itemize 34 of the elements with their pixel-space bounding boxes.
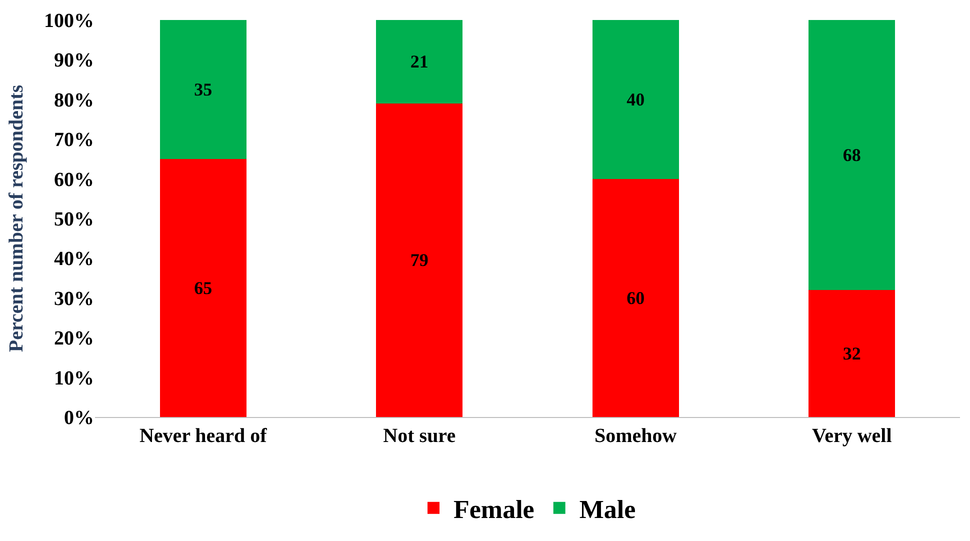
- y-tick-label: 70%: [54, 129, 94, 152]
- y-tick-label: 30%: [54, 288, 94, 310]
- bar: [376, 20, 463, 104]
- y-tick-label: 40%: [54, 248, 94, 270]
- legend-label: Male: [579, 495, 636, 524]
- x-tick-label: Somehow: [594, 425, 678, 447]
- bar: [160, 20, 246, 159]
- bar: [808, 290, 896, 417]
- bar: [376, 103, 463, 417]
- data-label: 60: [626, 288, 645, 308]
- data-label: 79: [410, 250, 428, 270]
- data-label: 32: [842, 343, 861, 364]
- y-tick-label: 0%: [64, 407, 94, 429]
- data-label: 65: [194, 278, 212, 298]
- data-label: 35: [194, 79, 212, 100]
- y-tick-label: 50%: [54, 208, 94, 230]
- legend-label: Female: [454, 495, 534, 524]
- y-axis-title: Percent number of respondents: [6, 84, 28, 352]
- data-label: 68: [842, 144, 861, 165]
- bar: [808, 20, 896, 290]
- x-tick-label: Never heard of: [139, 425, 268, 447]
- bar: [592, 20, 679, 179]
- x-tick-label: Not sure: [383, 425, 456, 447]
- x-tick-label: Very well: [812, 425, 892, 447]
- data-label: 40: [626, 89, 645, 110]
- y-tick-label: 60%: [54, 168, 94, 191]
- bar: [160, 158, 246, 417]
- y-tick-label: 20%: [54, 328, 94, 350]
- y-tick-label: 10%: [54, 367, 94, 390]
- y-tick-label: 80%: [54, 89, 94, 112]
- y-tick-label: 90%: [54, 50, 94, 72]
- y-tick-label: 100%: [44, 10, 94, 32]
- bar: [592, 178, 679, 417]
- data-label: 21: [410, 52, 428, 72]
